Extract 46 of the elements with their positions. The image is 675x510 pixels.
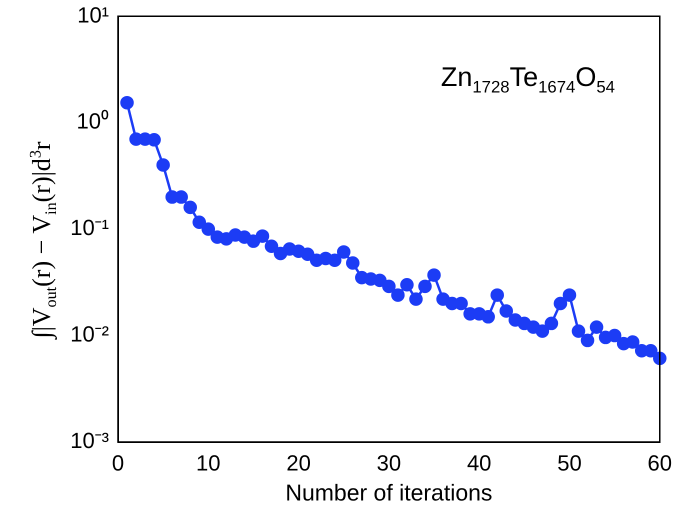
point (156, 158, 170, 172)
x-tick-label: 20 (286, 450, 311, 476)
y-tick-label: 10⁻¹ (70, 215, 109, 240)
point (256, 229, 270, 243)
point (202, 222, 216, 236)
point (373, 274, 387, 288)
point (400, 278, 414, 292)
x-tick-label: 40 (466, 450, 492, 476)
point (120, 96, 134, 110)
y-tick-label: 10¹ (77, 2, 109, 28)
point (500, 304, 514, 318)
point (346, 256, 360, 270)
point (418, 280, 432, 294)
x-tick-label: 60 (648, 450, 672, 476)
point (490, 288, 504, 302)
x-tick-label: 50 (557, 450, 582, 476)
point (544, 316, 558, 330)
point (626, 335, 640, 349)
point (427, 268, 441, 282)
x-tick-label: 0 (112, 450, 124, 476)
annotation: Zn$_{1728}$Te$_{1674}$O$_{54}$ (440, 62, 615, 98)
point (300, 248, 314, 262)
point (562, 288, 576, 302)
y-tick-label: 10⁻² (70, 322, 109, 347)
point (328, 253, 342, 267)
point (192, 215, 206, 229)
point (481, 310, 495, 324)
x-axis-title: Number of iterations (285, 480, 492, 506)
point (264, 240, 278, 254)
point (572, 324, 586, 338)
point (147, 133, 161, 147)
point (536, 324, 550, 338)
x-tick-label: 10 (196, 450, 221, 476)
point (554, 296, 568, 310)
point (246, 234, 260, 248)
point (409, 292, 423, 306)
point (183, 200, 197, 214)
point (336, 245, 350, 259)
y-tick-label: 10⁻³ (70, 428, 109, 454)
point (382, 280, 396, 294)
y-tick-label: 10⁰ (76, 108, 109, 134)
point (580, 334, 594, 348)
point (391, 288, 405, 302)
x-tick-label: 30 (376, 450, 402, 476)
point (590, 320, 604, 334)
point (608, 328, 622, 342)
